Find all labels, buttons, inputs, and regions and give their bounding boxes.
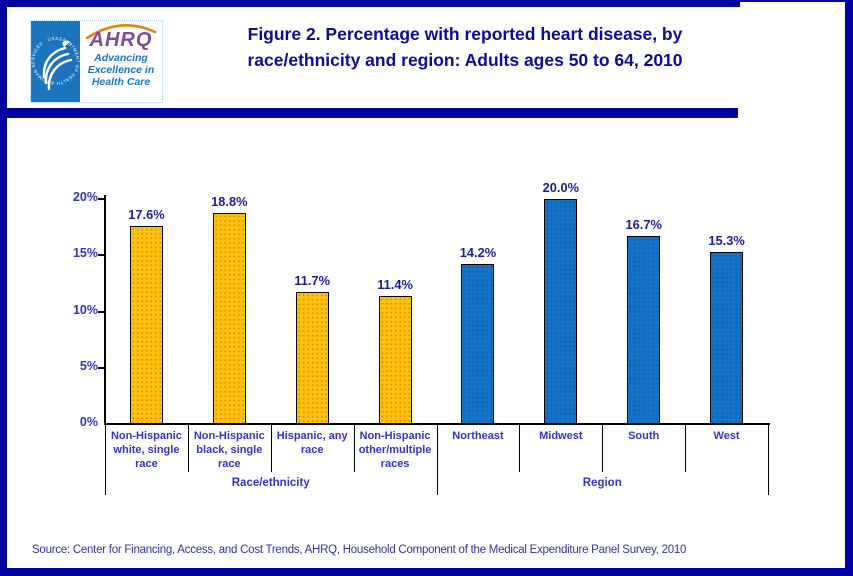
bar-value-label: 16.7%: [625, 217, 662, 233]
y-tick-label: 0%: [79, 415, 98, 429]
bar: [461, 264, 495, 424]
category-separator-line: [270, 424, 272, 472]
bar: [212, 212, 246, 424]
x-category-label: West: [713, 430, 740, 442]
bar: [129, 226, 163, 424]
y-tick-label: 5%: [79, 358, 98, 373]
group-separator-line: [436, 424, 438, 495]
bar-value-label: 15.3%: [708, 232, 745, 248]
ahrq-hhs-logo: DEPARTMENT OF HEALTH & HUMAN SERVICES · …: [29, 17, 163, 103]
ahrq-logo: AHRQ Advancing Excellence in Health Care: [80, 21, 162, 102]
ahrq-tagline-line: Health Care: [91, 76, 151, 88]
bar-value-label: 20.0%: [542, 180, 579, 195]
bar: [378, 295, 412, 424]
x-category-label: Northeast: [452, 430, 504, 442]
hhs-eagle-icon: DEPARTMENT OF HEALTH & HUMAN SERVICES · …: [29, 17, 80, 102]
y-tick: [98, 366, 104, 369]
page-border-bottom: [0, 568, 853, 576]
category-separator-line: [187, 424, 189, 472]
y-tick: [98, 254, 104, 257]
x-category-label: Hispanic, any race: [276, 430, 348, 456]
bar-value-label: 14.2%: [459, 245, 497, 261]
y-tick: [98, 310, 104, 313]
bar-value-label: 11.7%: [294, 273, 330, 289]
ahrq-tagline: Advancing Excellence in Health Care: [88, 52, 155, 88]
ahrq-tagline-line: Excellence in: [87, 64, 155, 76]
y-tick-label: 20%: [72, 190, 98, 204]
y-tick-label: 15%: [72, 246, 98, 261]
x-category-label: Non-Hispanic other/multiple races: [358, 430, 432, 470]
y-axis-line: [104, 195, 106, 424]
bar: [710, 251, 744, 424]
source-note: Source: Center for Financing, Access, an…: [32, 544, 687, 556]
x-group-label: Race/ethnicity: [231, 477, 310, 489]
group-separator-line: [768, 424, 769, 495]
category-separator-line: [685, 424, 687, 472]
header-divider: [0, 108, 738, 118]
x-group-label: Region: [582, 477, 622, 489]
page-border-left: [0, 0, 7, 576]
page-border-right: [845, 0, 853, 576]
figure-title: Figure 2. Percentage with reported heart…: [247, 24, 683, 70]
x-category-label: South: [628, 430, 660, 442]
ahrq-tagline-line: Advancing: [94, 52, 148, 64]
top-border-band: [0, 0, 740, 7]
bar: [544, 199, 578, 424]
bar-value-label: 17.6%: [128, 207, 165, 222]
category-separator-line: [353, 424, 355, 472]
y-tick-label: 10%: [72, 302, 98, 317]
bar: [295, 292, 329, 424]
bar: [627, 236, 661, 424]
ahrq-swoosh-icon: [85, 24, 157, 39]
category-separator-line: [519, 424, 521, 472]
group-separator-line: [105, 424, 106, 495]
x-category-label: Non-Hispanic black, single race: [193, 430, 265, 470]
hhs-logo: DEPARTMENT OF HEALTH & HUMAN SERVICES · …: [29, 17, 80, 102]
x-category-label: Non-Hispanic white, single race: [110, 430, 182, 470]
category-separator-line: [602, 424, 604, 472]
ahrq-acronym: AHRQ: [89, 29, 153, 51]
y-tick: [98, 198, 104, 200]
bar-value-label: 18.8%: [211, 193, 248, 209]
bar-value-label: 11.4%: [377, 276, 413, 292]
x-category-label: Midwest: [539, 430, 583, 442]
